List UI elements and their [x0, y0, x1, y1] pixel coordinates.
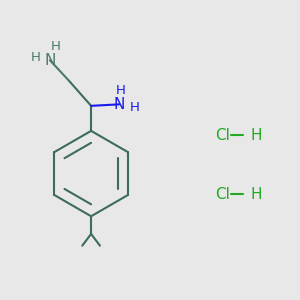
Text: H: H — [130, 101, 139, 114]
Text: H: H — [116, 84, 125, 97]
Text: H: H — [51, 40, 61, 52]
Text: Cl: Cl — [215, 128, 230, 143]
Text: H: H — [31, 51, 41, 64]
Text: N: N — [113, 97, 125, 112]
Text: Cl: Cl — [215, 187, 230, 202]
Text: H: H — [250, 187, 262, 202]
Text: H: H — [250, 128, 262, 143]
Text: N: N — [44, 53, 56, 68]
